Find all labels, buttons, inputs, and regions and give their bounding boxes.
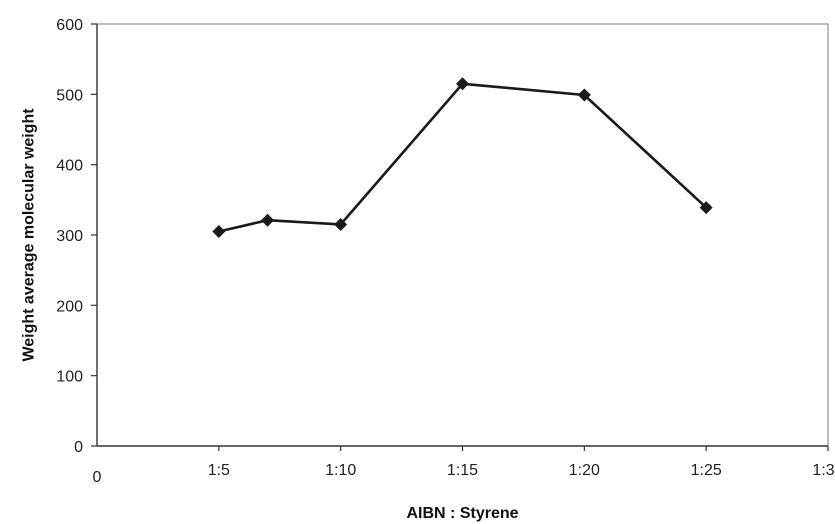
x-tick-label: 1:25 bbox=[691, 462, 722, 479]
y-tick-label: 600 bbox=[56, 17, 83, 34]
data-point-marker bbox=[699, 201, 713, 215]
y-tick-label: 400 bbox=[56, 158, 83, 175]
x-axis-title: AIBN : Styrene bbox=[406, 505, 518, 522]
data-point-marker bbox=[334, 217, 348, 231]
data-point-marker bbox=[212, 224, 226, 238]
data-point-marker bbox=[261, 213, 275, 227]
data-point-marker bbox=[577, 88, 591, 102]
x-tick-label: 1:5 bbox=[208, 462, 230, 479]
x-axis: 0 1:5 1:10 1:15 1:20 1:25 1:30 bbox=[93, 446, 835, 486]
y-axis-title: Weight average molecular weight bbox=[21, 108, 38, 362]
y-tick-label: 200 bbox=[56, 298, 83, 315]
y-tick-label: 500 bbox=[56, 87, 83, 104]
x-tick-label: 1:30 bbox=[812, 462, 835, 479]
series-layer bbox=[212, 77, 713, 238]
y-axis: 0 100 200 300 400 500 600 bbox=[56, 17, 97, 456]
y-tick-label: 300 bbox=[56, 228, 83, 245]
y-tick-label: 0 bbox=[74, 439, 83, 456]
data-point-marker bbox=[456, 77, 469, 91]
x-origin-label: 0 bbox=[93, 469, 102, 486]
series-line bbox=[218, 82, 708, 233]
y-tick-label: 100 bbox=[56, 369, 83, 386]
x-tick-label: 1:15 bbox=[447, 462, 478, 479]
x-tick-label: 1:10 bbox=[325, 462, 356, 479]
x-tick-label: 1:20 bbox=[569, 462, 600, 479]
